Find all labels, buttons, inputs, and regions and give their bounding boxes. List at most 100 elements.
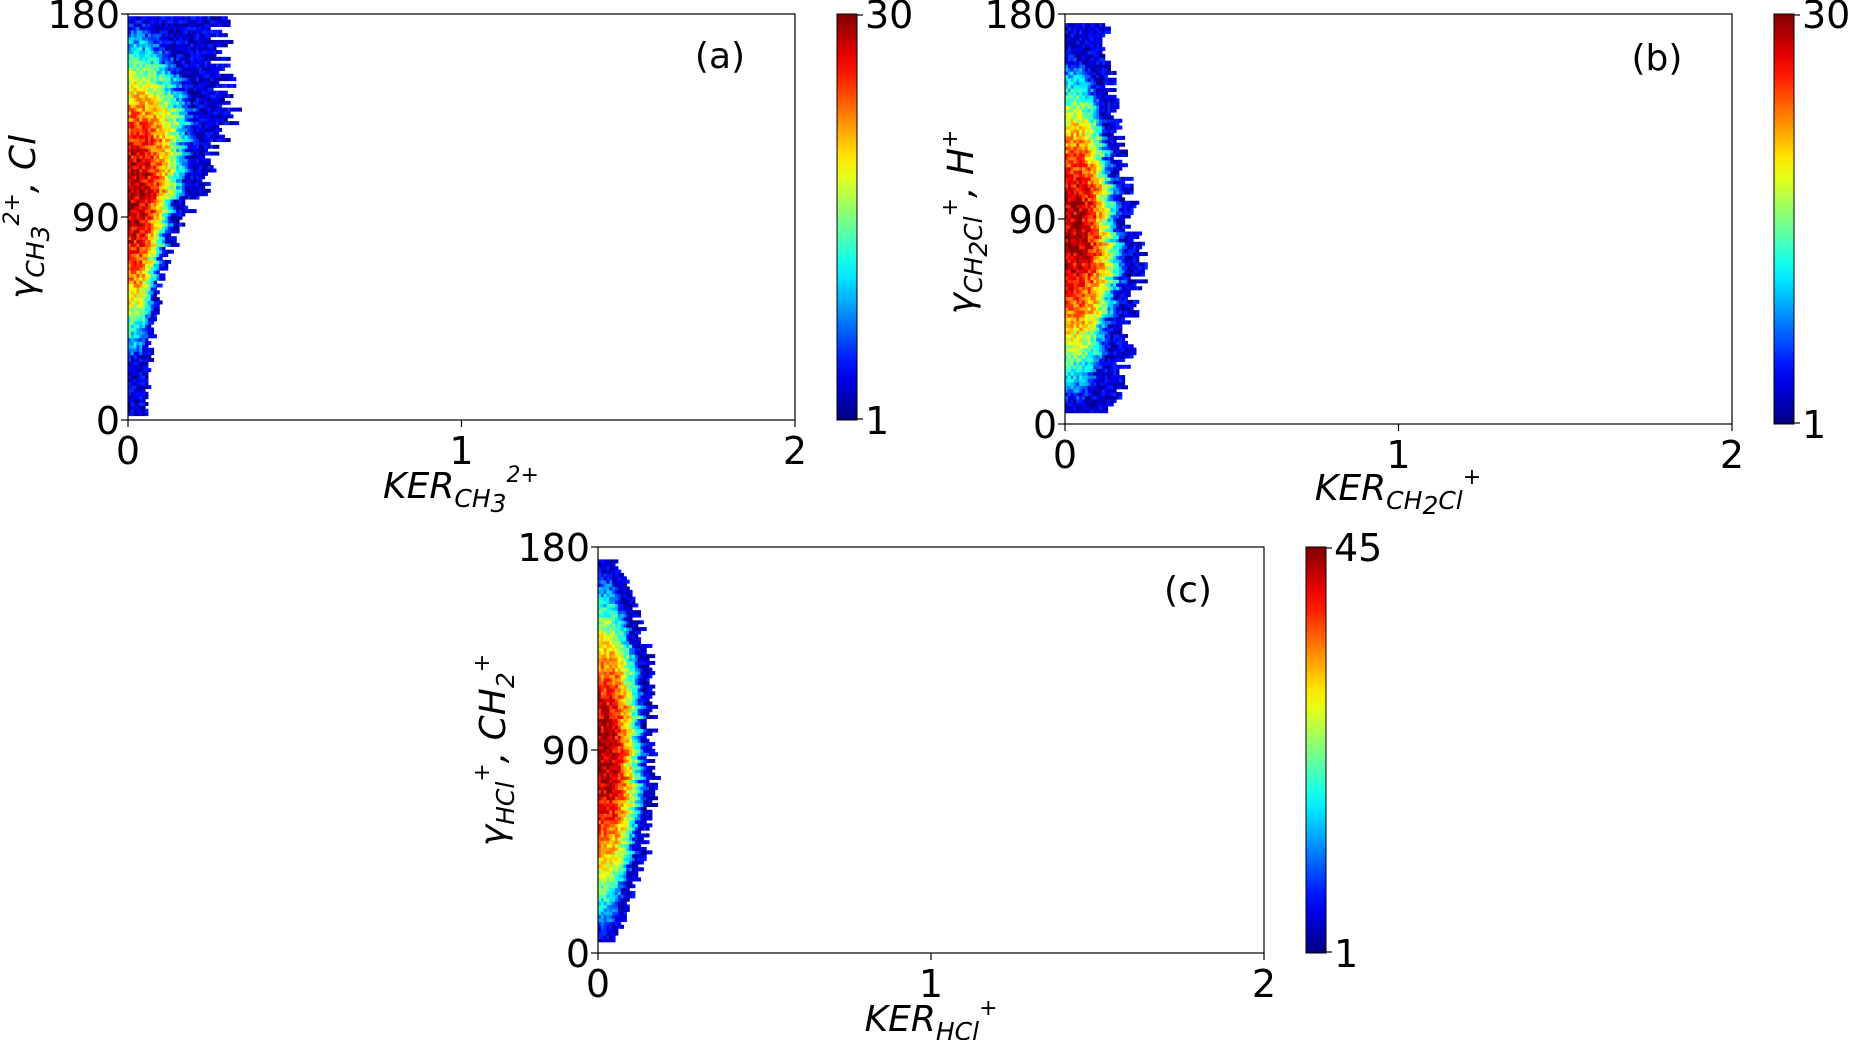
heatmap-cell (1127, 248, 1131, 253)
heatmap-cell (1065, 190, 1069, 195)
heatmap-cell (145, 276, 149, 281)
heatmap-cell (1118, 207, 1123, 212)
heatmap-cell (1135, 234, 1140, 239)
heatmap-cell (1113, 368, 1117, 373)
heatmap-cell (198, 104, 203, 109)
heatmap-cell (1110, 323, 1114, 328)
heatmap-cell (153, 303, 157, 308)
heatmap-cell (193, 83, 197, 88)
heatmap-cell (1093, 221, 1097, 226)
heatmap-cell (139, 39, 143, 44)
heatmap-cell (1104, 245, 1109, 250)
heatmap-cell (193, 67, 197, 71)
heatmap-cell (159, 110, 163, 115)
heatmap-cell (1093, 241, 1097, 246)
heatmap-cell (210, 56, 214, 61)
heatmap-cell (598, 911, 602, 916)
heatmap-cell (1096, 204, 1100, 209)
heatmap-cell (139, 242, 143, 247)
heatmap-cell (1099, 269, 1103, 274)
heatmap-cell (142, 242, 146, 247)
heatmap-cell (1079, 77, 1083, 82)
heatmap-cell (136, 263, 140, 268)
heatmap-cell (1121, 262, 1126, 267)
heatmap-cell (1070, 29, 1075, 34)
heatmap-cell (1110, 330, 1114, 335)
heatmap-cell (198, 168, 203, 173)
heatmap-cell (1107, 262, 1111, 267)
heatmap-cell (1093, 152, 1097, 157)
heatmap-cell (1099, 70, 1103, 75)
heatmap-cell (1138, 231, 1143, 236)
heatmap-cell (1116, 228, 1120, 233)
heatmap-cell (181, 182, 186, 187)
heatmap-cell (162, 195, 166, 200)
heatmap-cell (198, 43, 203, 48)
heatmap-cell (153, 229, 157, 234)
heatmap-cell (1093, 77, 1097, 82)
heatmap-cell (187, 94, 191, 99)
heatmap-cell (201, 182, 206, 187)
heatmap-cell (162, 182, 166, 187)
heatmap-cell (147, 215, 152, 220)
heatmap-cell (1084, 231, 1089, 236)
heatmap-cell (150, 94, 155, 99)
heatmap-cell (1107, 238, 1111, 243)
heatmap-cell (1067, 187, 1072, 192)
heatmap-cell (162, 188, 166, 193)
heatmap-cell (1073, 231, 1077, 236)
heatmap-cell (1084, 40, 1089, 45)
heatmap-cell (210, 138, 214, 143)
heatmap-cell (150, 117, 155, 122)
heatmap-cell (162, 222, 166, 227)
heatmap-cell (130, 151, 135, 156)
heatmap-cell (1082, 50, 1086, 55)
heatmap-cell (1084, 33, 1089, 38)
heatmap-cell (213, 77, 217, 82)
heatmap-cell (1099, 327, 1103, 332)
heatmap-cell (1116, 275, 1120, 280)
heatmap-cell (1118, 176, 1123, 181)
heatmap-cell (150, 70, 155, 75)
heatmap-cell (1079, 180, 1083, 185)
heatmap-cell (193, 56, 197, 61)
heatmap-cell (1104, 405, 1109, 410)
heatmap-cell (142, 165, 146, 170)
heatmap-cell (147, 242, 152, 247)
heatmap-cell (1070, 217, 1075, 222)
heatmap-cell (136, 80, 140, 85)
heatmap-cell (156, 175, 160, 180)
heatmap-cell (201, 100, 206, 105)
heatmap-cell (1135, 313, 1140, 318)
heatmap-cell (153, 310, 157, 315)
heatmap-cell (1079, 272, 1083, 277)
heatmap-cell (1124, 234, 1128, 239)
heatmap-cell (1096, 163, 1100, 168)
heatmap-cell (176, 39, 180, 44)
heatmap-cell (139, 391, 143, 396)
heatmap-cell (136, 16, 140, 21)
heatmap-cell (159, 117, 163, 122)
heatmap-cell (176, 26, 180, 31)
heatmap-cell (145, 94, 149, 99)
heatmap-cell (153, 46, 157, 51)
heatmap-cell (1130, 231, 1134, 236)
heatmap-cell (1073, 67, 1077, 72)
heatmap-cell (1104, 152, 1109, 157)
heatmap-cell (1118, 163, 1123, 168)
heatmap-cell (153, 97, 157, 102)
heatmap-cell (1116, 344, 1120, 349)
heatmap-cell (204, 141, 208, 146)
heatmap-cell (1133, 272, 1137, 277)
heatmap-cell (1070, 94, 1075, 99)
heatmap-cell (159, 202, 163, 207)
heatmap-cell (142, 29, 146, 34)
heatmap-cell (1087, 74, 1092, 79)
heatmap-cell (1104, 296, 1109, 301)
heatmap-cell (1130, 238, 1134, 243)
heatmap-cell (1082, 204, 1086, 209)
heatmap-cell (1104, 313, 1109, 318)
heatmap-cell (136, 195, 140, 200)
heatmap-cell (1082, 351, 1086, 356)
heatmap-cell (1124, 204, 1128, 209)
